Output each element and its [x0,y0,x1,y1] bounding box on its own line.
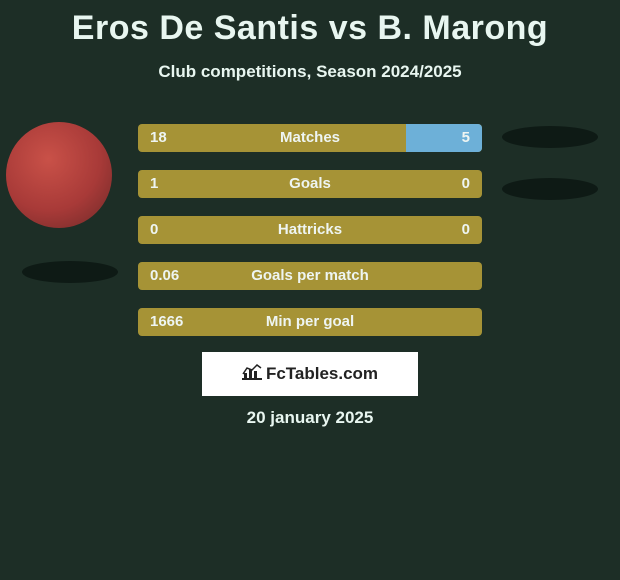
stat-label: Goals [138,170,482,198]
logo-box: FcTables.com [202,352,418,396]
subtitle: Club competitions, Season 2024/2025 [0,62,620,82]
stat-bar: 1Goals0 [138,170,482,198]
page-title: Eros De Santis vs B. Marong [0,0,620,48]
player-left-shadow [22,261,118,283]
stat-bar: 0.06Goals per match [138,262,482,290]
date-text: 20 january 2025 [0,408,620,428]
stat-value-right: 5 [462,124,470,152]
stat-label: Goals per match [138,262,482,290]
player-right-shadow-1 [502,126,598,148]
logo-text: FcTables.com [266,364,378,384]
stat-label: Matches [138,124,482,152]
stat-bar: 1666Min per goal [138,308,482,336]
stat-label: Hattricks [138,216,482,244]
chart-icon [242,364,262,385]
stat-value-right: 0 [462,170,470,198]
player-right-shadow-2 [502,178,598,200]
stat-bar: 0Hattricks0 [138,216,482,244]
stat-label: Min per goal [138,308,482,336]
stat-bar: 18Matches5 [138,124,482,152]
stat-value-right: 0 [462,216,470,244]
stats-container: 18Matches51Goals00Hattricks00.06Goals pe… [138,124,482,354]
player-left-avatar [6,122,112,228]
